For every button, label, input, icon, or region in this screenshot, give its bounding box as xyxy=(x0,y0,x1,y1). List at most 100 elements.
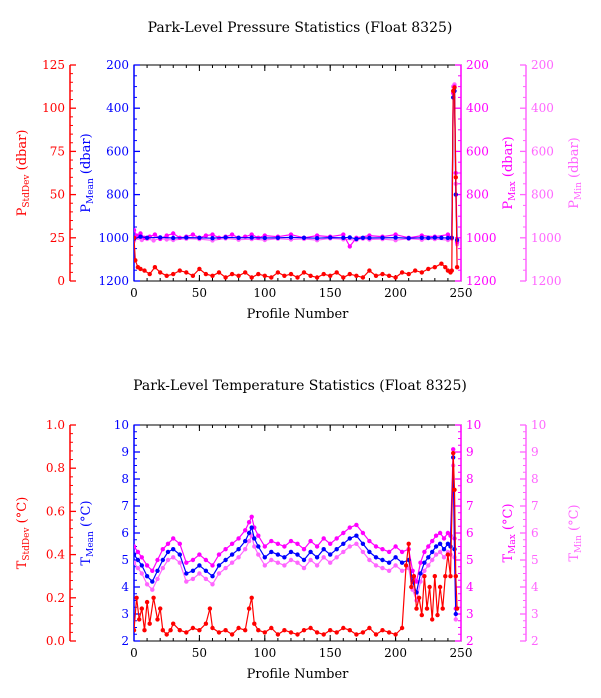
y-tick-label-mean: 10 xyxy=(114,418,129,432)
data-point-max xyxy=(223,547,228,552)
data-point-stddev xyxy=(288,271,294,277)
series-group xyxy=(134,82,460,280)
y-axis-label-mean: TMean (°C) xyxy=(79,500,96,565)
y-tick-label-stddev: 0.8 xyxy=(46,461,65,475)
data-point-mean xyxy=(288,235,294,240)
data-point-stddev xyxy=(373,632,379,637)
y-axis-label-min: PMin (dbar) xyxy=(567,137,584,209)
data-point-min xyxy=(177,560,182,565)
data-point-stddev xyxy=(314,275,320,280)
data-point-max xyxy=(445,232,451,237)
data-point-stddev xyxy=(419,612,424,618)
data-point-min xyxy=(144,582,150,587)
data-point-stddev xyxy=(430,617,435,622)
data-point-mean xyxy=(354,236,359,242)
data-point-stddev xyxy=(449,268,454,273)
data-point-mean xyxy=(360,541,366,546)
data-point-min xyxy=(282,563,287,568)
data-point-stddev xyxy=(210,625,215,631)
data-point-max xyxy=(246,520,252,525)
data-point-stddev xyxy=(142,268,147,273)
data-point-mean xyxy=(419,235,424,240)
data-point-mean xyxy=(150,579,155,584)
data-point-max xyxy=(177,541,182,546)
chart-title: Park-Level Pressure Statistics (Float 83… xyxy=(148,20,453,36)
data-point-mean xyxy=(134,552,137,557)
data-point-max xyxy=(367,538,372,544)
x-axis-label: Profile Number xyxy=(247,307,350,322)
y-tick-label-mean: 1000 xyxy=(98,231,129,245)
data-point-max xyxy=(135,549,141,555)
data-point-mean xyxy=(223,235,228,240)
series-line-mean xyxy=(134,90,458,241)
data-point-stddev xyxy=(138,266,143,272)
y-axis-label-max: PMax (dbar) xyxy=(501,136,518,209)
data-point-min xyxy=(288,557,294,563)
data-point-stddev xyxy=(453,175,458,180)
data-point-stddev xyxy=(334,630,339,635)
data-point-max xyxy=(152,232,158,237)
data-point-stddev xyxy=(177,628,182,633)
data-point-min xyxy=(229,560,235,565)
data-point-max xyxy=(155,557,160,563)
x-tick-label: 0 xyxy=(130,286,138,300)
data-point-min xyxy=(262,563,267,568)
data-point-mean xyxy=(328,552,333,557)
data-point-mean xyxy=(210,574,215,579)
data-point-max xyxy=(210,232,215,237)
data-point-min xyxy=(354,541,359,546)
data-point-stddev xyxy=(451,450,456,456)
data-point-max xyxy=(160,547,165,552)
data-point-mean xyxy=(301,557,307,563)
y-tick-label-max: 400 xyxy=(466,101,489,115)
data-point-stddev xyxy=(164,632,169,637)
data-point-stddev xyxy=(454,265,460,270)
data-point-max xyxy=(139,555,144,560)
plot-frame xyxy=(133,64,462,282)
data-point-stddev xyxy=(452,85,457,90)
data-point-max xyxy=(229,232,235,237)
y-tick-label-max: 5 xyxy=(466,553,474,567)
data-point-stddev xyxy=(448,574,453,579)
series-line-max xyxy=(134,86,458,248)
data-point-min xyxy=(256,552,261,557)
data-point-min xyxy=(160,565,165,571)
y-tick-label-max: 600 xyxy=(466,144,489,158)
y-tick-label-stddev: 0.4 xyxy=(46,548,65,562)
data-point-stddev xyxy=(341,275,346,280)
data-point-stddev xyxy=(134,235,137,240)
data-point-mean xyxy=(347,536,352,541)
data-point-min xyxy=(197,571,202,576)
data-point-min xyxy=(184,579,189,584)
y-tick-label-min: 9 xyxy=(531,445,539,459)
data-point-mean xyxy=(314,236,320,241)
data-point-min xyxy=(223,565,228,571)
data-point-stddev xyxy=(360,630,366,635)
data-point-max xyxy=(256,533,261,538)
data-point-max xyxy=(203,557,209,563)
data-point-stddev xyxy=(399,625,405,631)
y-tick-label-min: 600 xyxy=(531,144,554,158)
data-point-stddev xyxy=(360,275,366,280)
data-point-mean xyxy=(341,541,346,546)
data-point-stddev xyxy=(354,273,359,278)
data-point-stddev xyxy=(243,270,248,275)
data-point-mean xyxy=(236,235,241,240)
data-point-stddev xyxy=(229,271,235,277)
data-point-max xyxy=(414,579,419,584)
pressure-panel: Park-Level Pressure Statistics (Float 83… xyxy=(15,20,584,322)
data-point-mean xyxy=(441,547,447,552)
y-tick-label-min: 200 xyxy=(531,58,554,72)
y-tick-label-min: 1200 xyxy=(531,274,562,288)
data-point-stddev xyxy=(256,271,261,277)
data-point-max xyxy=(410,568,415,573)
data-point-mean xyxy=(249,235,254,240)
data-point-stddev xyxy=(207,606,213,611)
data-point-stddev xyxy=(269,625,274,631)
data-point-stddev xyxy=(403,563,409,568)
y-tick-label-mean: 400 xyxy=(106,101,129,115)
y-tick-label-max: 800 xyxy=(466,188,489,202)
data-point-stddev xyxy=(155,617,160,622)
data-point-stddev xyxy=(134,595,139,600)
y-tick-label-mean: 3 xyxy=(121,607,129,621)
